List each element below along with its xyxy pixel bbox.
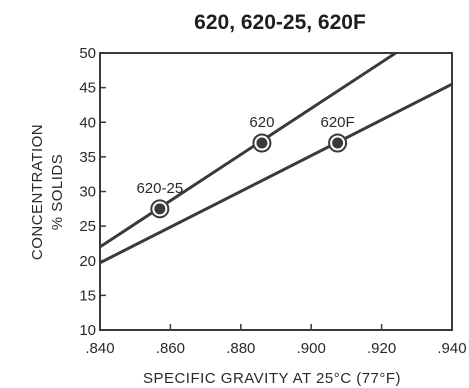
point-label-620-25: 620-25 [136,180,183,197]
y-tick-label: 10 [79,322,96,339]
y-axis-title-line-2: % SOLIDS [49,154,66,231]
point-dot-620-25 [154,203,166,215]
y-tick-label: 15 [79,287,96,304]
point-label-620f: 620F [320,114,354,131]
y-tick-label: 30 [79,184,96,201]
x-tick-label: .920 [367,340,396,357]
y-tick-label: 45 [79,80,96,97]
y-tick-label: 25 [79,218,96,235]
chart-title: 620, 620-25, 620F [194,11,366,34]
y-tick-label: 35 [79,149,96,166]
point-dot-620f [332,137,344,149]
x-tick-label: .860 [156,340,185,357]
series-line-1 [99,51,397,249]
series-line-2 [99,82,453,265]
x-tick-label: .840 [85,340,114,357]
y-tick-label: 20 [79,253,96,270]
y-tick-label: 50 [79,45,96,62]
y-tick-label: 40 [79,114,96,131]
x-tick-label: .900 [297,340,326,357]
y-axis-title-line-1: CONCENTRATION [29,124,46,260]
point-label-620: 620 [249,114,274,131]
plot-area: 10 15 20 25 30 35 40 45 50 .840 .860 .880 .900 .920 .9… [79,45,466,357]
x-axis-title: SPECIFIC GRAVITY AT 25°C (77°F) [143,370,401,387]
x-tick-label: .940 [437,340,466,357]
point-dot-620 [256,137,268,149]
y-axis-title: CONCENTRATION % SOLIDS [29,124,66,260]
x-tick-label: .880 [226,340,255,357]
